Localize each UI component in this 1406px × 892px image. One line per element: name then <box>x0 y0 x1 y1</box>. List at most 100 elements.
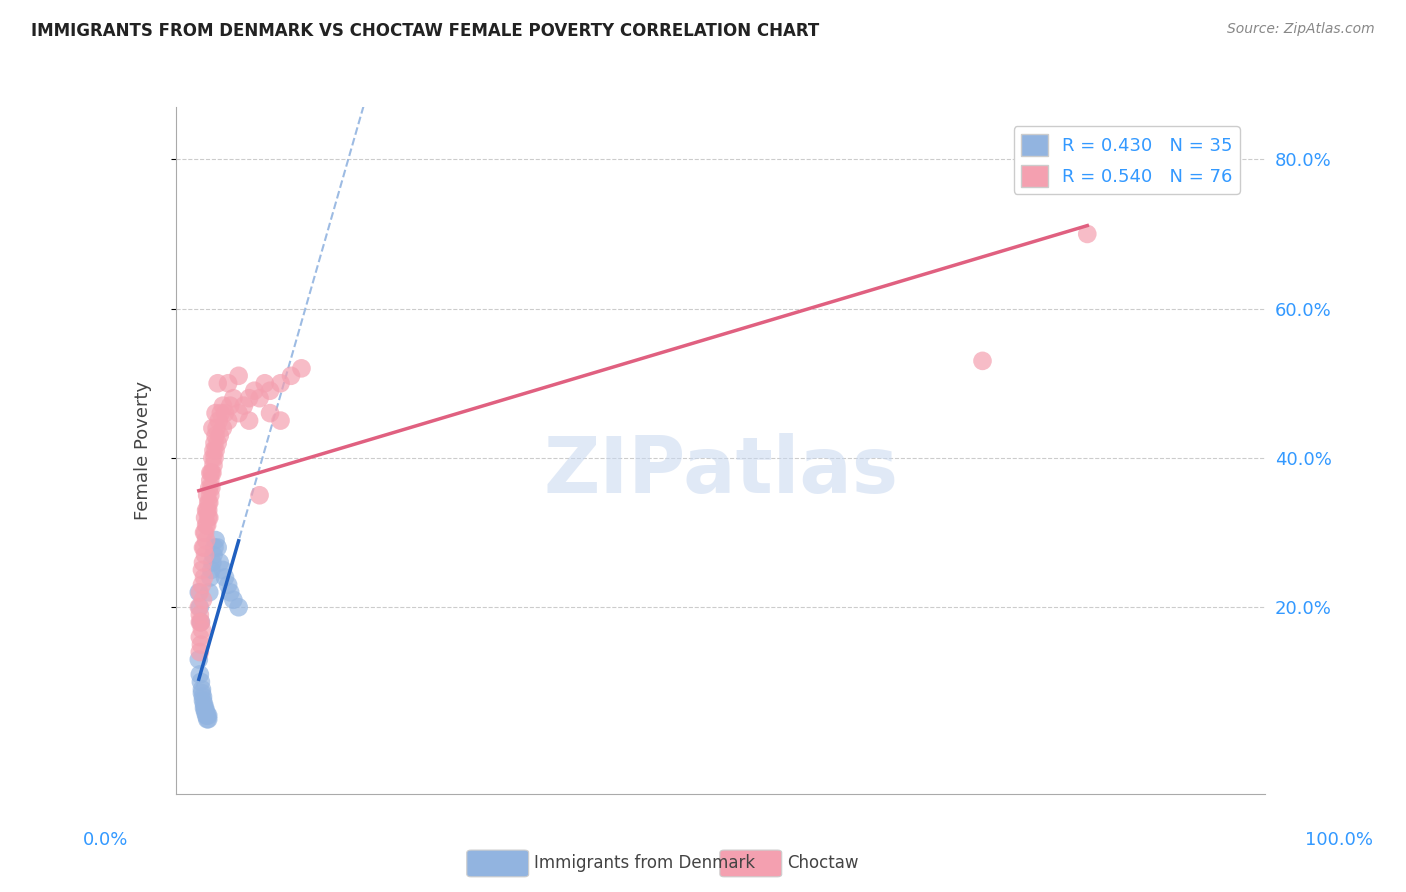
Point <box>200 570 222 584</box>
Point <box>195 708 218 723</box>
Point <box>193 525 215 540</box>
Point <box>238 414 260 428</box>
Point <box>193 541 215 555</box>
Text: 0.0%: 0.0% <box>83 831 128 849</box>
Point <box>204 428 226 442</box>
Point <box>200 563 222 577</box>
Point <box>204 443 226 458</box>
Point <box>205 421 228 435</box>
Text: IMMIGRANTS FROM DENMARK VS CHOCTAW FEMALE POVERTY CORRELATION CHART: IMMIGRANTS FROM DENMARK VS CHOCTAW FEMAL… <box>31 22 820 40</box>
Point <box>191 686 214 700</box>
Point <box>214 570 236 584</box>
Point <box>204 436 226 450</box>
Point <box>207 541 229 555</box>
Point <box>191 556 214 570</box>
Point <box>259 384 281 398</box>
Point <box>204 533 226 547</box>
Text: Source: ZipAtlas.com: Source: ZipAtlas.com <box>1227 22 1375 37</box>
Point <box>280 368 302 383</box>
Point <box>208 414 231 428</box>
Point <box>217 414 239 428</box>
Point <box>194 510 217 524</box>
Point <box>219 399 242 413</box>
Point <box>198 496 221 510</box>
Point <box>191 682 214 697</box>
Point <box>190 638 212 652</box>
Point <box>195 518 218 533</box>
Point <box>219 585 242 599</box>
Point <box>212 563 235 577</box>
Point <box>198 510 221 524</box>
Point <box>212 421 235 435</box>
Point <box>194 701 217 715</box>
Point <box>195 705 218 719</box>
Point <box>201 556 224 570</box>
Point <box>198 481 221 495</box>
Point <box>208 556 231 570</box>
Point <box>195 712 218 726</box>
Point <box>201 421 224 435</box>
Point <box>188 667 211 681</box>
FancyBboxPatch shape <box>467 850 529 877</box>
Point <box>253 376 276 391</box>
Point <box>195 503 218 517</box>
Point <box>207 376 229 391</box>
Point <box>195 503 218 517</box>
Point <box>204 541 226 555</box>
Point <box>195 533 218 547</box>
Point <box>259 406 281 420</box>
Point <box>191 592 214 607</box>
Text: ZIPatlas: ZIPatlas <box>543 433 898 509</box>
Point <box>202 443 225 458</box>
Point <box>197 708 219 723</box>
Point <box>270 414 292 428</box>
Point <box>972 354 994 368</box>
Point <box>207 436 229 450</box>
Point <box>193 698 215 712</box>
Point <box>217 376 239 391</box>
Point <box>212 399 235 413</box>
Point <box>217 578 239 592</box>
Point <box>187 652 209 666</box>
Point <box>249 391 271 405</box>
Point <box>209 406 232 420</box>
Point <box>197 510 219 524</box>
Point <box>195 488 218 502</box>
Point <box>232 399 254 413</box>
Point <box>188 645 211 659</box>
Point <box>195 708 218 723</box>
Point <box>198 585 221 599</box>
Point <box>191 693 214 707</box>
Point <box>190 615 212 630</box>
Point <box>201 450 224 465</box>
Point <box>214 406 236 420</box>
FancyBboxPatch shape <box>720 850 782 877</box>
Point <box>187 585 209 599</box>
Point <box>190 615 212 630</box>
Point <box>191 578 214 592</box>
Point <box>1076 227 1098 241</box>
Point <box>191 623 214 637</box>
Point <box>188 600 211 615</box>
Point <box>194 705 217 719</box>
Point <box>290 361 312 376</box>
Point <box>194 525 217 540</box>
Point <box>204 406 226 420</box>
Point <box>228 406 250 420</box>
Point <box>243 384 266 398</box>
Y-axis label: Female Poverty: Female Poverty <box>134 381 152 520</box>
Point <box>193 570 215 584</box>
Point <box>191 541 214 555</box>
Point <box>197 496 219 510</box>
Point <box>190 674 212 689</box>
Point <box>197 503 219 517</box>
Point <box>238 391 260 405</box>
Legend: R = 0.430   N = 35, R = 0.540   N = 76: R = 0.430 N = 35, R = 0.540 N = 76 <box>1014 127 1240 194</box>
Text: 100.0%: 100.0% <box>1305 831 1372 849</box>
Point <box>228 368 250 383</box>
Point <box>200 473 222 487</box>
Point <box>193 701 215 715</box>
Point <box>202 458 225 473</box>
Point <box>195 518 218 533</box>
Point <box>249 488 271 502</box>
